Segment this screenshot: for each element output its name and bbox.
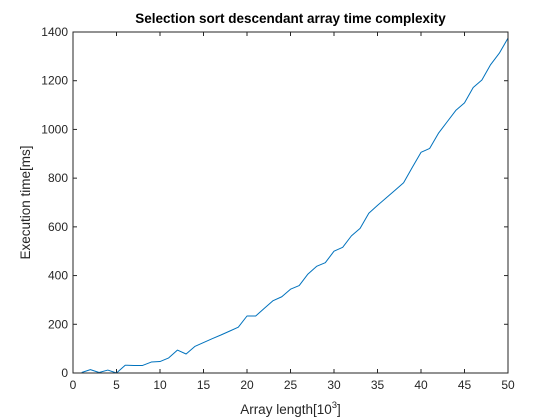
axes-box bbox=[72, 31, 509, 374]
y-axis-ticks: 0 200 400 600 800 1000 1200 1400 bbox=[41, 25, 508, 380]
plot-area bbox=[73, 32, 508, 373]
x-axis-ticks: 0 5 10 15 20 25 30 35 40 45 50 bbox=[70, 32, 515, 392]
x-tick-label: 45 bbox=[458, 378, 472, 392]
x-tick-label: 35 bbox=[371, 378, 385, 392]
y-tick-label: 800 bbox=[48, 171, 68, 185]
y-tick-label: 400 bbox=[48, 269, 68, 283]
x-axis-label-suffix: ] bbox=[337, 402, 341, 417]
x-tick-label: 20 bbox=[240, 378, 254, 392]
series-line bbox=[81, 37, 509, 374]
x-axis-label-base: Array length[10 bbox=[240, 402, 332, 417]
x-tick-label: 0 bbox=[70, 378, 77, 392]
x-axis-label: Array length[103] bbox=[240, 400, 341, 417]
y-tick-label: 200 bbox=[48, 317, 68, 331]
x-tick-label: 10 bbox=[153, 378, 167, 392]
chart-title: Selection sort descendant array time com… bbox=[135, 11, 446, 26]
x-tick-label: 40 bbox=[414, 378, 428, 392]
x-tick-label: 15 bbox=[197, 378, 211, 392]
x-tick-label: 5 bbox=[113, 378, 120, 392]
y-tick-label: 0 bbox=[61, 366, 68, 380]
y-tick-label: 1400 bbox=[41, 25, 68, 39]
x-tick-label: 25 bbox=[284, 378, 298, 392]
y-tick-label: 1000 bbox=[41, 122, 68, 136]
y-tick-label: 600 bbox=[48, 220, 68, 234]
x-tick-label: 50 bbox=[501, 378, 515, 392]
x-axis-label-exponent: 3 bbox=[332, 400, 337, 411]
y-tick-label: 1200 bbox=[41, 74, 68, 88]
y-axis-label: Execution time[ms] bbox=[18, 145, 33, 259]
x-tick-label: 30 bbox=[327, 378, 341, 392]
